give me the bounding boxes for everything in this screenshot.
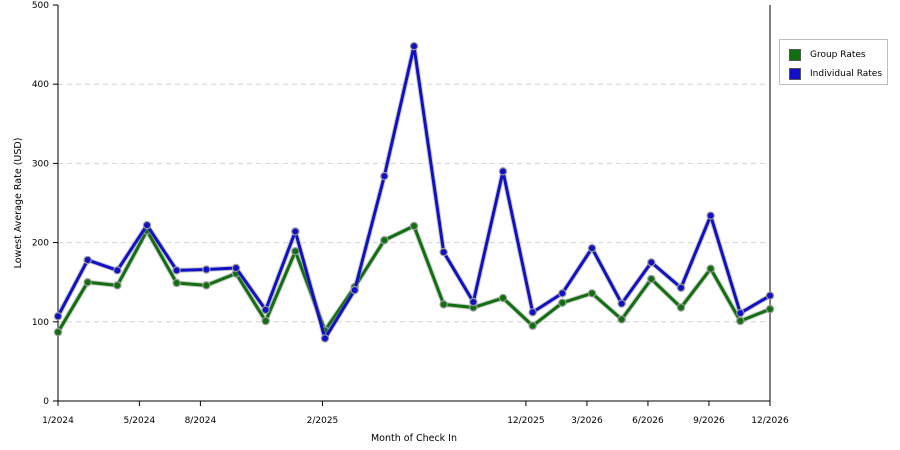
x-axis-ticks: 1/2024 5/2024 8/2024 2/2025 12/2025 3/2026 6/2… <box>42 401 789 426</box>
data-point <box>498 167 508 176</box>
data-point <box>647 274 656 284</box>
data-point <box>231 263 241 273</box>
gridlines <box>58 83 770 323</box>
series-line-shadow <box>55 43 772 341</box>
y-tick-label: 100 <box>32 318 49 328</box>
data-point <box>706 264 715 273</box>
data-point <box>113 281 122 290</box>
data-point <box>320 334 330 343</box>
data-point <box>558 289 567 298</box>
legend-item-individual-rates: Individual Rates <box>789 67 882 81</box>
data-point <box>587 243 597 253</box>
data-point <box>142 220 152 230</box>
y-tick-label: 300 <box>32 159 49 169</box>
data-point <box>587 289 597 298</box>
series-group-rates <box>53 221 775 337</box>
x-axis-title: Month of Check In <box>371 433 457 444</box>
x-tick-label: 12/2025 <box>507 416 544 426</box>
data-point <box>380 171 389 181</box>
y-axis-title: Lowest Average Rate (USD) <box>13 138 24 269</box>
legend-label-group-rates: Group Rates <box>810 50 866 60</box>
data-point <box>765 304 775 314</box>
data-point <box>291 227 300 236</box>
data-point <box>617 299 626 308</box>
data-point <box>380 236 389 245</box>
x-tick-label: 9/2026 <box>693 416 725 426</box>
data-point <box>439 300 448 309</box>
data-point <box>172 278 181 288</box>
data-point <box>202 265 211 274</box>
data-point <box>736 316 745 326</box>
data-point <box>469 297 478 307</box>
data-point <box>113 266 122 275</box>
legend: Group Rates Individual Rates <box>779 39 888 85</box>
data-point <box>706 211 715 220</box>
data-point <box>439 247 448 257</box>
data-point <box>647 258 656 267</box>
data-point <box>261 316 270 326</box>
data-point <box>291 247 300 256</box>
x-tick-label: 12/2026 <box>751 416 789 426</box>
data-point <box>528 321 537 330</box>
data-point <box>83 255 92 265</box>
legend-swatch-individual-rates <box>789 68 801 80</box>
data-point <box>409 221 419 231</box>
x-tick-label: 8/2024 <box>185 416 217 426</box>
series-line <box>56 44 771 340</box>
data-point <box>617 315 626 324</box>
data-point <box>409 41 419 51</box>
legend-item-group-rates: Group Rates <box>789 48 866 62</box>
y-tick-label: 200 <box>32 239 49 249</box>
x-tick-label: 6/2026 <box>632 416 664 426</box>
x-tick-label: 5/2024 <box>124 416 156 426</box>
data-point <box>558 298 567 307</box>
data-point <box>172 266 181 275</box>
data-point <box>498 293 508 303</box>
data-point <box>83 278 92 287</box>
data-point <box>676 303 686 312</box>
y-axis-ticks: 0 100 200 300 400 500 <box>32 1 58 407</box>
data-point <box>202 281 211 290</box>
data-point <box>676 283 686 292</box>
data-point <box>261 305 270 315</box>
data-point <box>53 327 63 337</box>
x-tick-label: 3/2026 <box>571 416 603 426</box>
y-tick-label: 500 <box>32 1 49 11</box>
data-point <box>528 308 537 317</box>
data-point <box>53 312 63 321</box>
series-individual-rates <box>53 41 775 343</box>
legend-label-individual-rates: Individual Rates <box>810 69 883 79</box>
y-tick-label: 400 <box>32 80 49 90</box>
y-tick-label: 0 <box>43 397 49 407</box>
x-tick-label: 1/2024 <box>42 416 74 426</box>
data-point <box>350 285 359 295</box>
data-point <box>736 308 745 318</box>
series-line <box>56 224 771 333</box>
x-tick-label: 2/2025 <box>307 416 339 426</box>
data-point <box>765 291 775 300</box>
series-layer <box>53 41 775 343</box>
legend-swatch-group-rates <box>789 49 801 61</box>
series-line-shadow <box>55 223 771 334</box>
